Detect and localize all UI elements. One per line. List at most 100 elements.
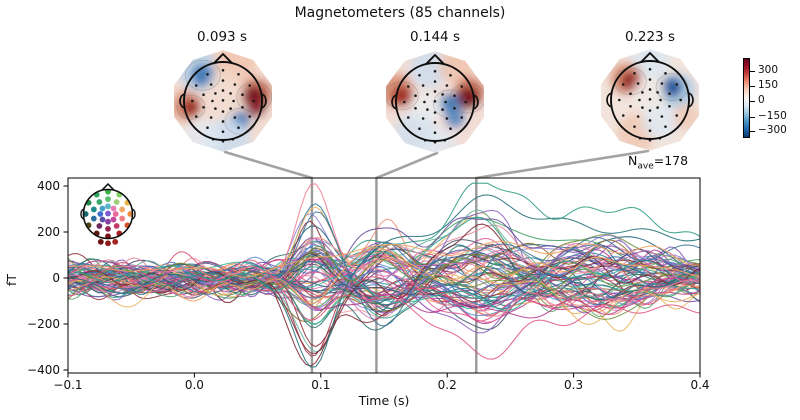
colorbar: 300 150 0 −150 −300 — [742, 56, 798, 148]
sensor-dot — [221, 79, 225, 82]
sensor-dot — [202, 93, 205, 97]
sensor-color-dot — [90, 215, 97, 222]
channel-trace — [68, 247, 700, 305]
sensor-color-dot — [105, 196, 111, 203]
right-ear-icon — [261, 93, 267, 109]
topomap-0.223s — [588, 42, 712, 162]
sensor-color-dot — [97, 211, 104, 217]
nose-icon — [101, 183, 115, 191]
topomap-0.144s — [373, 44, 497, 164]
x-tick-label: 0.1 — [311, 378, 330, 392]
sensor-dot — [664, 71, 667, 75]
sensor-dot — [638, 98, 641, 102]
sensor-color-dot — [96, 223, 103, 229]
sensor-color-dot — [112, 238, 119, 245]
sensor-dot — [441, 108, 444, 111]
head-outline — [82, 188, 134, 240]
sensor-dot — [675, 83, 679, 86]
sensor-dot — [237, 72, 240, 76]
contour-line — [236, 81, 272, 113]
left-ear-icon — [80, 208, 85, 220]
sensor-dot — [629, 104, 632, 108]
colorbar-tick-label: −300 — [758, 124, 787, 136]
sensor-dot — [433, 100, 437, 103]
left-ear-icon — [391, 94, 397, 110]
sensor-dot — [406, 116, 410, 119]
x-tick-label: 0.3 — [564, 378, 583, 392]
contour-line — [433, 89, 467, 119]
sensor-dot — [659, 98, 662, 102]
sensor-dot — [191, 99, 194, 103]
sensor-dot — [441, 93, 444, 96]
sensor-dot — [660, 115, 664, 118]
channel-trace — [68, 260, 700, 310]
x-tick-label: 0.4 — [690, 378, 709, 392]
sensor-color-dot — [97, 238, 104, 245]
sensor-dot — [648, 78, 652, 81]
sensor-dot — [460, 85, 464, 88]
sensor-dot — [423, 100, 426, 104]
sensor-dot — [211, 99, 214, 103]
sensor-dot — [426, 93, 429, 96]
sensor-dot — [418, 73, 421, 77]
sensor-dot — [433, 121, 437, 124]
sensor-color-dot — [110, 205, 117, 212]
sensor-dot — [221, 99, 225, 102]
sensor-dot — [621, 83, 625, 86]
sensor-dot — [664, 125, 667, 129]
y-axis-label: fT — [4, 274, 19, 286]
x-tick-label: −0.1 — [53, 378, 82, 392]
sensor-dot — [233, 83, 237, 86]
sensor-dot — [221, 130, 225, 133]
sensor-legend-inset — [80, 183, 136, 247]
channel-trace — [68, 194, 700, 368]
topomap-time-label-1: 0.093 s — [197, 29, 247, 45]
channel-trace — [68, 246, 700, 291]
right-ear-icon — [473, 94, 479, 110]
sensor-dot — [668, 104, 671, 108]
x-tick-label: 0.2 — [438, 378, 457, 392]
sensor-color-dot — [99, 216, 106, 223]
x-axis-label: Time (s) — [358, 393, 410, 408]
sensor-dot — [433, 70, 437, 73]
channel-trace — [68, 248, 700, 308]
sensor-dot — [453, 94, 456, 98]
y-tick-label: 400 — [37, 179, 60, 193]
sensor-dot — [648, 98, 652, 101]
channel-trace — [68, 241, 700, 278]
sensor-dot — [460, 116, 464, 119]
nose-icon — [213, 53, 233, 64]
sensor-dot — [194, 84, 198, 87]
sensor-color-dot — [105, 203, 111, 210]
sensor-dot — [221, 110, 225, 113]
contour-line — [449, 82, 484, 114]
sensor-dot — [229, 107, 232, 110]
sensor-dot — [233, 116, 237, 119]
contour-line — [184, 59, 221, 91]
colorbar-tick-label: 150 — [758, 79, 779, 91]
sensor-dot — [426, 108, 429, 111]
sensor-dot — [232, 99, 235, 103]
sensor-dot — [621, 114, 625, 117]
topomap-0.093s — [161, 43, 285, 163]
sensor-dot — [206, 72, 209, 76]
sensor-dot — [229, 92, 232, 95]
x-tick-label: 0.0 — [185, 378, 204, 392]
sensor-dot — [629, 92, 632, 96]
nave-value: =178 — [653, 153, 689, 168]
sensor-dot — [675, 114, 679, 117]
sensor-dot — [648, 129, 652, 132]
sensor-dot — [252, 99, 255, 103]
topomap-svg — [174, 50, 272, 152]
right-ear-icon — [131, 208, 136, 220]
sensor-color-dot — [110, 216, 117, 223]
sensor-dot — [633, 125, 636, 129]
topomap-time-label-3: 0.223 s — [625, 29, 675, 45]
sensor-dot — [194, 115, 198, 118]
sensor-dot — [636, 82, 640, 85]
sensor-color-dot — [112, 211, 119, 217]
sensor-color-dot — [113, 199, 120, 205]
sensor-dot — [209, 116, 213, 119]
sensor-dot — [237, 126, 240, 130]
sensor-dot — [248, 84, 252, 87]
